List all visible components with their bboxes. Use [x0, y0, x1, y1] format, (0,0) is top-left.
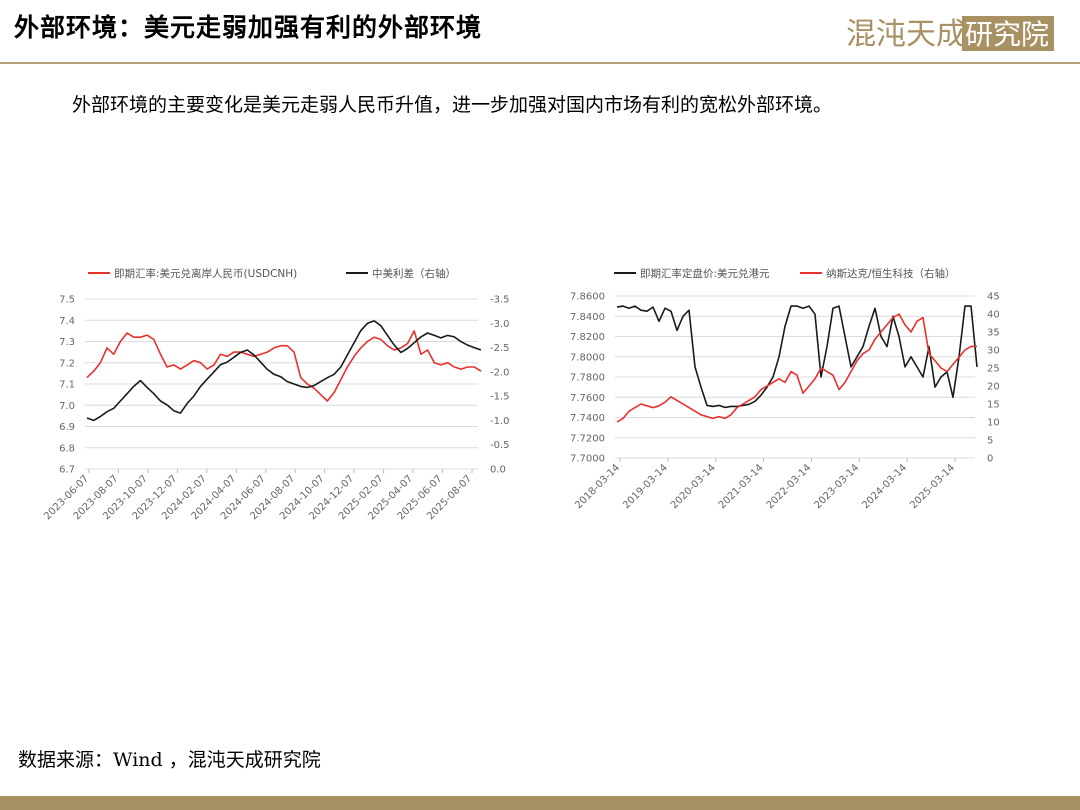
y-left-tick-label: 7.7600 — [570, 393, 605, 404]
legend-label-1: 中美利差（右轴） — [372, 267, 456, 280]
x-tick-label: 2022-03-14 — [765, 462, 814, 511]
logo: 混沌天成 研究院 — [846, 16, 1054, 52]
usdcnh-spread-chart: 即期汇率:美元兑离岸人民币(USDCNH) 中美利差（右轴） 7.5 7.4 7.3 7.… — [40, 255, 510, 540]
series-line-1 — [616, 313, 977, 423]
y-left-tick-label: 7.7200 — [570, 433, 605, 444]
x-tick-label: 2018-03-14 — [573, 462, 622, 511]
x-tick-label: 2023-03-14 — [813, 462, 862, 511]
usdcnh-spread-chart-svg: 即期汇率:美元兑离岸人民币(USDCNH) 中美利差（右轴） 7.5 7.4 7.3 7.… — [42, 267, 509, 522]
y-right-tick-label: 5 — [987, 436, 993, 447]
chart-1-group: 即期汇率:美元兑离岸人民币(USDCNH) 中美利差（右轴） 7.5 7.4 7.3 7.… — [42, 267, 509, 522]
y-right-tick-label: 10 — [987, 418, 1000, 429]
legend-label-0: 即期汇率定盘价:美元兑港元 — [640, 267, 770, 280]
y-right-tick-label: 15 — [987, 400, 1000, 411]
y-right-tick-label: -1.5 — [490, 392, 510, 403]
x-tick-label: 2021-03-14 — [717, 462, 766, 511]
header: 外部环境：美元走弱加强有利的外部环境 混沌天成 研究院 — [0, 0, 1080, 60]
y-left-tick-label: 7.4 — [59, 316, 75, 327]
series-line-0 — [86, 330, 482, 402]
logo-text-right: 研究院 — [965, 18, 1049, 51]
y-right-tick-label: 30 — [987, 346, 1000, 357]
y-left-tick-label: 7.7000 — [570, 454, 605, 465]
y-right-tick-label: 40 — [987, 310, 1000, 321]
x-tick-label: 2025-03-14 — [908, 462, 957, 511]
legend-label-0: 即期汇率:美元兑离岸人民币(USDCNH) — [114, 267, 297, 280]
x-tick-label: 2019-03-14 — [621, 462, 670, 511]
y-right-tick-label: 45 — [987, 292, 1000, 303]
logo-text-left: 混沌天成 — [846, 17, 966, 52]
y-right-tick-label: -1.0 — [490, 416, 510, 427]
y-left-tick-label: 6.8 — [59, 443, 75, 454]
y-right-tick-label: 20 — [987, 382, 1000, 393]
y-right-tick-label: 25 — [987, 364, 1000, 375]
y-right-tick-label: -2.0 — [490, 367, 510, 378]
page-title: 外部环境：美元走弱加强有利的外部环境 — [14, 13, 483, 42]
y-right-tick-label: 0.0 — [490, 465, 506, 476]
y-left-tick-label: 7.8000 — [570, 352, 605, 363]
y-right-tick-label: -0.5 — [490, 440, 510, 451]
y-right-tick-label: -2.5 — [490, 343, 510, 354]
y-left-tick-label: 7.8400 — [570, 312, 605, 323]
y-left-tick-label: 7.2 — [59, 358, 75, 369]
y-left-tick-label: 7.0 — [59, 401, 75, 412]
x-tick-label: 2024-03-14 — [860, 462, 909, 511]
y-left-tick-label: 7.1 — [59, 380, 75, 391]
y-left-tick-label: 7.7800 — [570, 373, 605, 384]
usdhkd-nasdaq-chart: 即期汇率定盘价:美元兑港元 纳斯达克/恒生科技（右轴） 7.8600 7.8400 7.… — [560, 255, 1010, 540]
y-left-tick-label: 6.7 — [59, 465, 75, 476]
data-source: 数据来源：Wind ，混沌天成研究院 — [18, 749, 321, 771]
series-line-1 — [86, 320, 482, 422]
series-line-0 — [616, 305, 978, 409]
x-tick-label: 2020-03-14 — [669, 462, 718, 511]
summary-text: 外部环境的主要变化是美元走弱人民币升值，进一步加强对国内市场有利的宽松外部环境。 — [72, 94, 833, 116]
y-left-tick-label: 6.9 — [59, 422, 75, 433]
y-left-tick-label: 7.5 — [59, 295, 75, 306]
y-right-tick-label: 0 — [987, 454, 993, 465]
footer-bar — [0, 796, 1080, 810]
y-right-tick-label: 35 — [987, 328, 1000, 339]
header-divider — [0, 62, 1080, 64]
y-left-tick-label: 7.3 — [59, 337, 75, 348]
y-right-tick-label: -3.0 — [490, 319, 510, 330]
chart-2-group: 即期汇率定盘价:美元兑港元 纳斯达克/恒生科技（右轴） 7.8600 7.8400 7.… — [570, 267, 1000, 511]
usdhkd-nasdaq-chart-svg: 即期汇率定盘价:美元兑港元 纳斯达克/恒生科技（右轴） 7.8600 7.8400 7.… — [570, 267, 1000, 511]
legend-label-1: 纳斯达克/恒生科技（右轴） — [826, 267, 956, 280]
y-left-tick-label: 7.7400 — [570, 413, 605, 424]
y-left-tick-label: 7.8200 — [570, 332, 605, 343]
y-left-tick-label: 7.8600 — [570, 292, 605, 303]
y-right-tick-label: -3.5 — [490, 295, 510, 306]
